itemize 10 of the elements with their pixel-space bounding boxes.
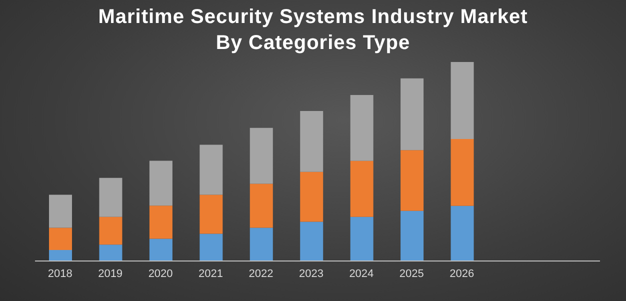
x-tick-label: 2025 xyxy=(399,268,424,280)
chart-title: Maritime Security Systems Industry Market By Categories Type xyxy=(97,5,529,56)
x-tick-label: 2021 xyxy=(198,268,224,280)
x-tick-label: 2018 xyxy=(48,268,72,280)
x-tick-label: 2026 xyxy=(450,268,474,280)
x-tick-label: 2023 xyxy=(298,268,324,280)
x-tick-label: 2022 xyxy=(248,268,274,280)
x-tick-label: 2024 xyxy=(349,268,374,280)
x-tick-label: 2019 xyxy=(98,268,123,280)
x-tick-label: 2020 xyxy=(148,268,173,280)
